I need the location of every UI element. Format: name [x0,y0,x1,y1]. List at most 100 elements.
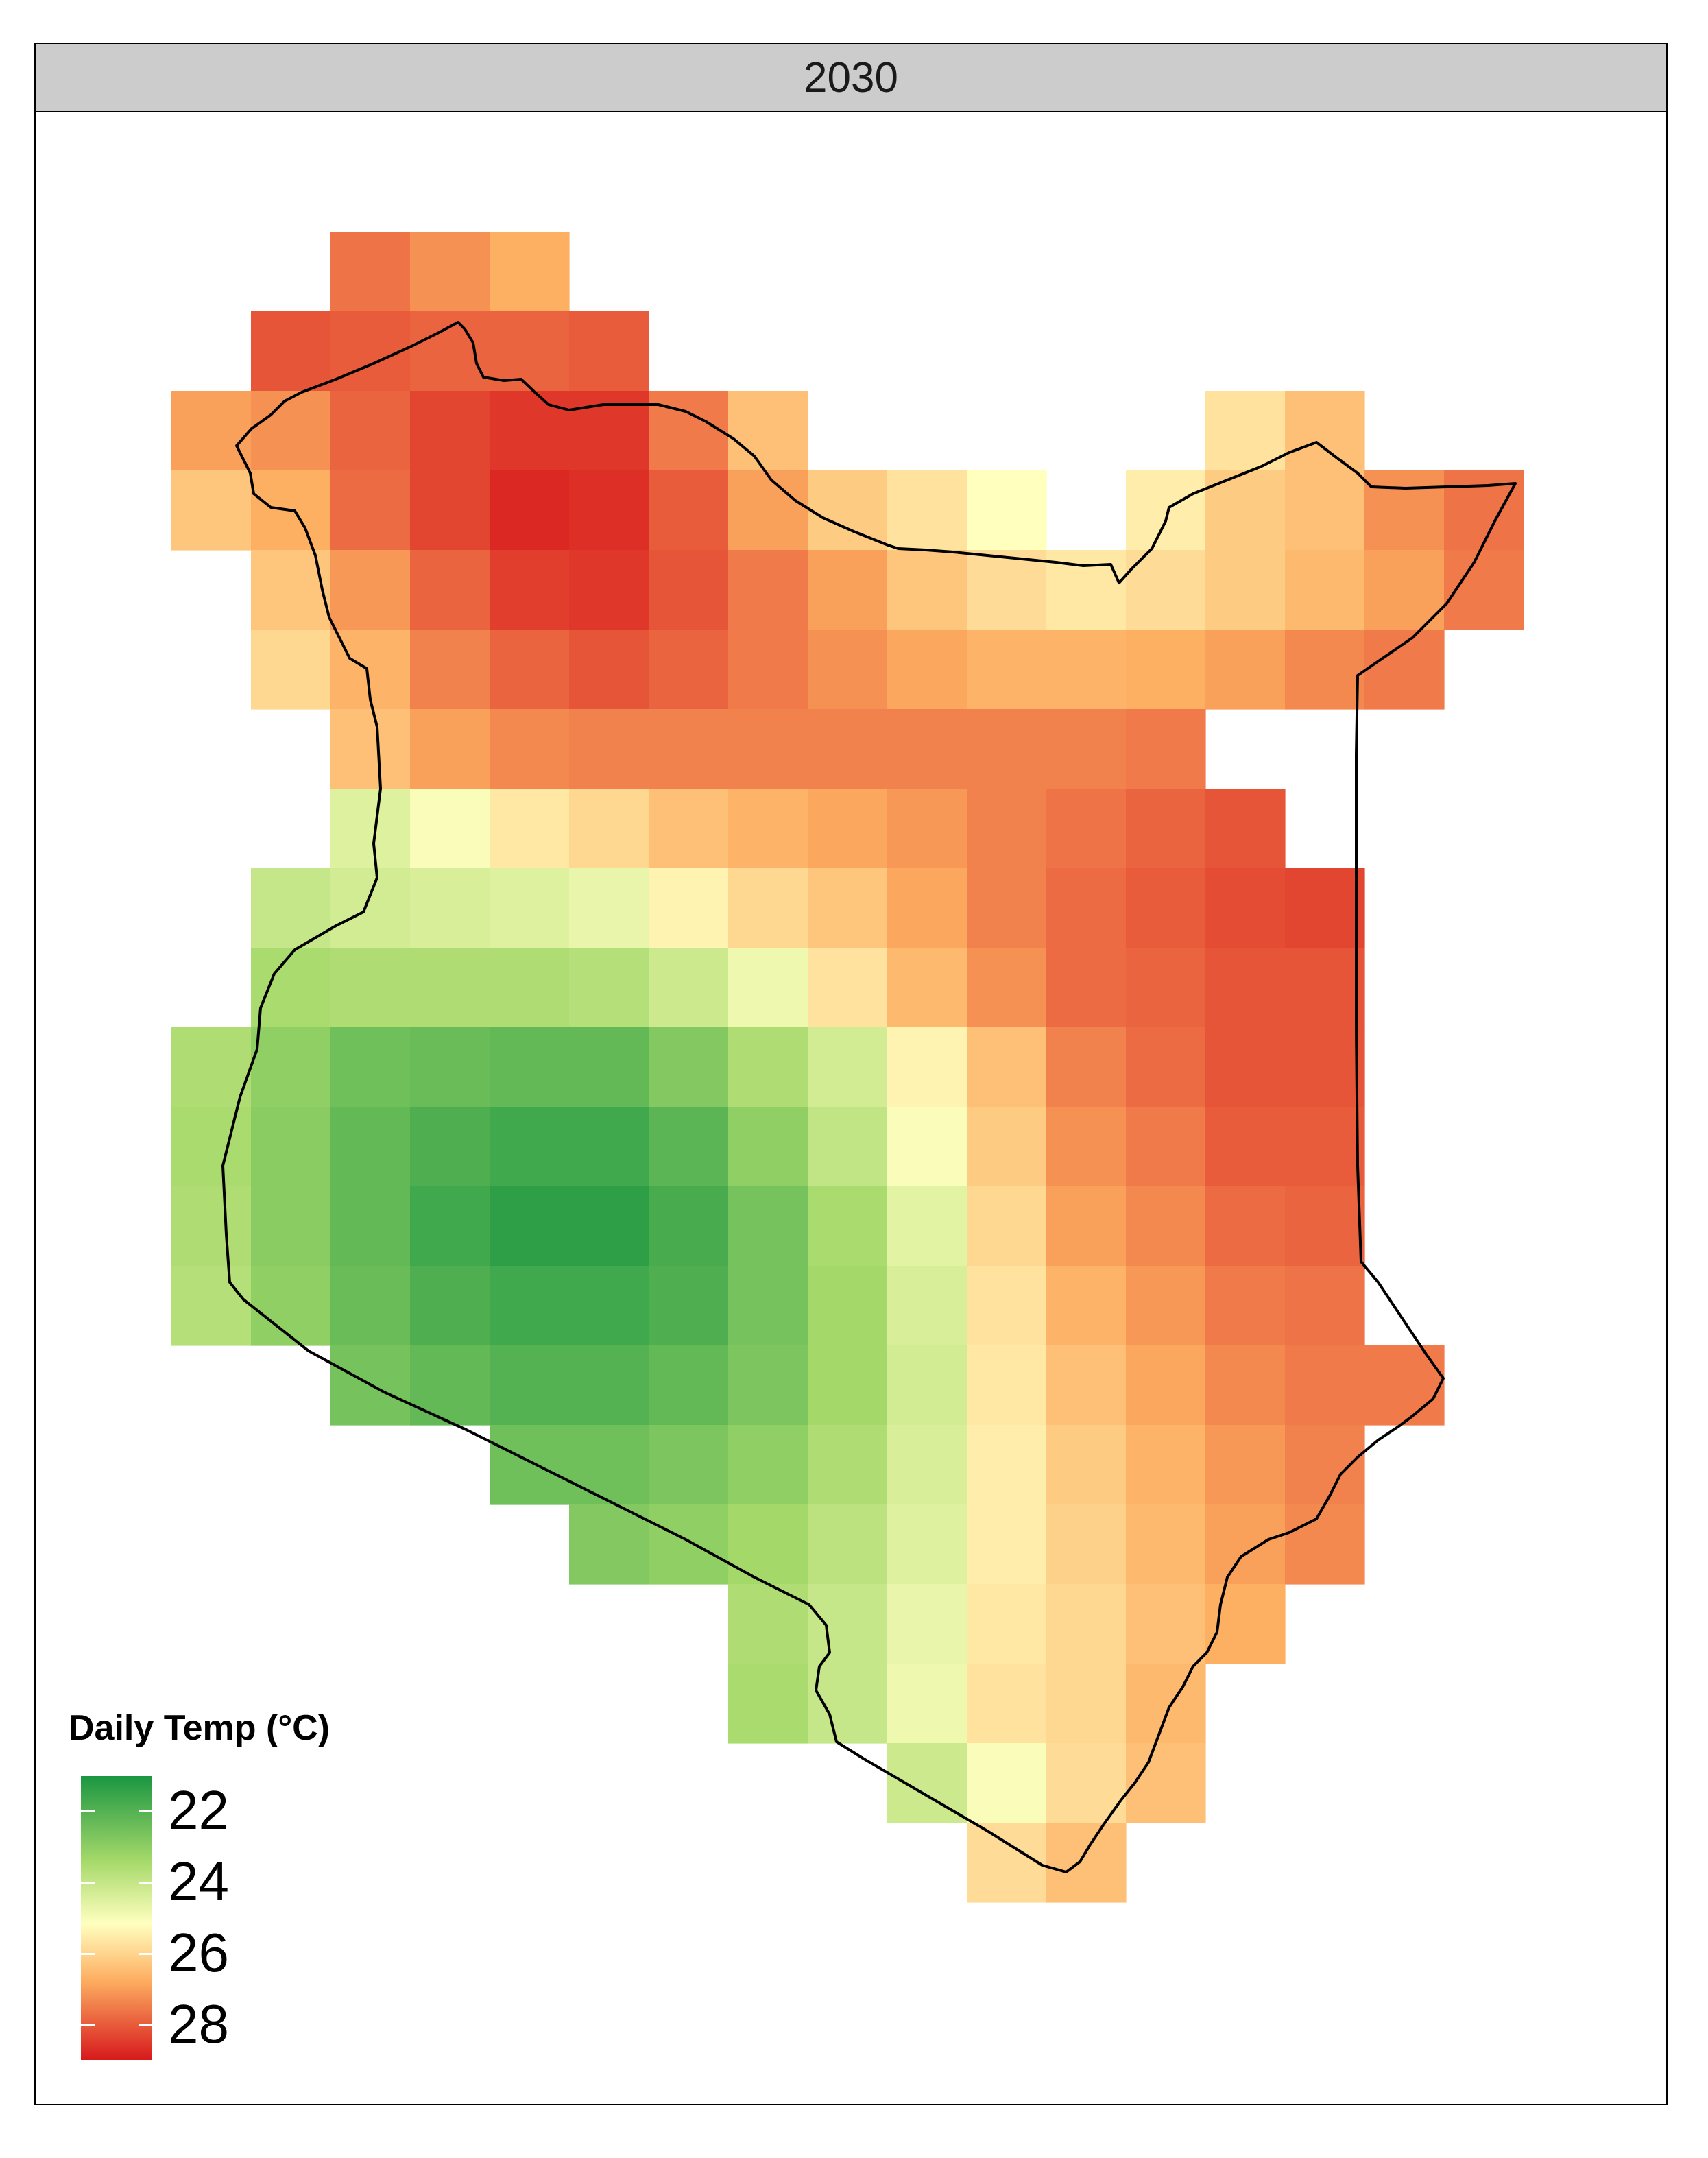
raster-cell [1046,789,1127,869]
raster-cell [171,391,252,471]
raster-cell [1285,948,1365,1028]
raster-cell [490,709,570,789]
raster-cell [330,1266,411,1346]
raster-cell [1205,1345,1286,1426]
legend-tick-label: 24 [168,1851,229,1912]
raster-cell [1205,1504,1286,1585]
raster-cell [649,630,729,710]
raster-cell [569,1425,649,1505]
raster-cell [967,1186,1047,1267]
raster-cell [330,868,411,948]
raster-cell [171,1186,252,1267]
raster-cell [490,1186,570,1267]
raster-cell [1046,1584,1127,1664]
raster-cell [887,1504,967,1585]
raster-cell [1205,470,1286,551]
raster-cell [330,550,411,630]
raster-cell [1046,1425,1127,1505]
raster-cell [1285,1504,1365,1585]
raster-cell [1285,1266,1365,1346]
raster-cell [410,1266,490,1346]
kenya-border-outline [221,321,1517,1873]
raster-cell [887,1027,967,1107]
raster-cell [1285,1425,1365,1505]
raster-cell [967,1664,1047,1744]
raster-cell [649,789,729,869]
raster-cell [410,470,490,551]
raster-cell [490,1425,570,1505]
raster-cell [1285,391,1365,471]
legend-tick-mark [139,2024,152,2026]
raster-cell [808,1584,888,1664]
raster-cell [1126,1504,1206,1585]
raster-cell [251,311,331,392]
raster-cell [1126,630,1206,710]
raster-cell [490,868,570,948]
raster-cell [410,1107,490,1187]
raster-cell [569,1345,649,1426]
raster-cell [808,1664,888,1744]
raster-cell [1205,948,1286,1028]
raster-cell [569,311,649,392]
raster-cell [1205,789,1286,869]
raster-cell [967,470,1047,551]
raster-cell [728,1345,808,1426]
raster-cell [171,1027,252,1107]
raster-cell [649,948,729,1028]
legend-tick-mark [81,2024,95,2026]
raster-cell [887,948,967,1028]
raster-cell [1046,1664,1127,1744]
raster-cell [1046,1345,1127,1426]
raster-cell [251,1107,331,1187]
raster-cell [728,948,808,1028]
raster-cell [410,550,490,630]
raster-cell [569,868,649,948]
raster-cell [1285,470,1365,551]
raster-cell [1126,868,1206,948]
raster-cell [1126,789,1206,869]
raster-cell [490,550,570,630]
raster-cell [1046,1504,1127,1585]
raster-cell [808,868,888,948]
raster-cell [1126,1664,1206,1744]
raster-cell [330,948,411,1028]
raster-cell [1046,1186,1127,1267]
raster-cell [410,311,490,392]
raster-cell [171,470,252,551]
raster-cell [1285,1186,1365,1267]
raster-grid [171,232,1524,1903]
raster-cell [251,550,331,630]
raster-cell [251,1266,331,1346]
raster-cell [1285,1345,1365,1426]
raster-cell [1126,709,1206,789]
raster-cell [1126,1266,1206,1346]
raster-cell [967,630,1047,710]
raster-cell [728,789,808,869]
raster-cell [1205,1186,1286,1267]
raster-cell [1205,868,1286,948]
raster-cell [490,391,570,471]
raster-cell [1364,1345,1445,1426]
raster-cell [410,391,490,471]
raster-cell [967,1823,1047,1903]
raster-cell [1046,868,1127,948]
raster-cell [728,1107,808,1187]
raster-cell [569,630,649,710]
raster-cell [808,1425,888,1505]
raster-cell [649,391,729,471]
raster-cell [490,1027,570,1107]
raster-cell [1205,550,1286,630]
raster-cell [728,1584,808,1664]
raster-cell [1126,550,1206,630]
raster-cell [490,1345,570,1426]
raster-cell [1126,1345,1206,1426]
raster-cell [649,470,729,551]
raster-cell [728,1266,808,1346]
raster-cell [808,1107,888,1187]
legend-tick-label: 22 [168,1779,229,1841]
raster-cell [728,868,808,948]
raster-cell [251,1027,331,1107]
raster-cell [808,1186,888,1267]
raster-cell [887,789,967,869]
